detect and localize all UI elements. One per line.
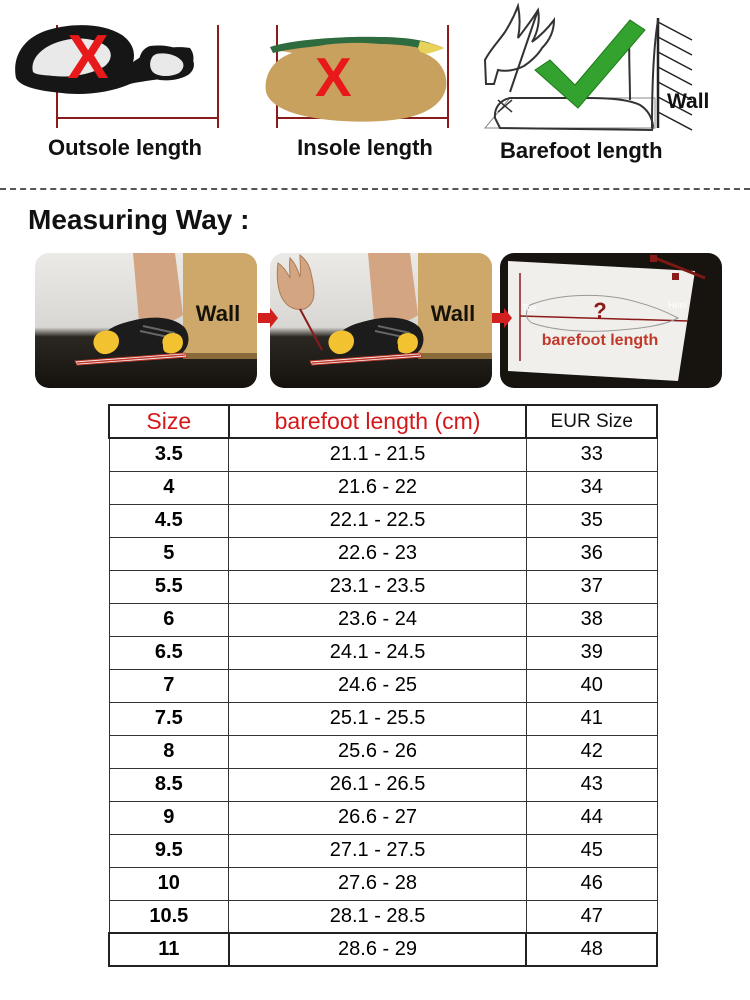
svg-text:Wall: Wall: [667, 90, 709, 113]
svg-text:?: ?: [593, 298, 606, 323]
svg-text:Heel: Heel: [668, 300, 687, 310]
svg-text:Wall: Wall: [196, 301, 240, 326]
svg-text:Wall: Wall: [431, 301, 475, 326]
svg-text:Toe: Toe: [522, 303, 537, 313]
svg-text:Insole length: Insole length: [297, 135, 433, 160]
svg-text:Outsole length: Outsole length: [48, 135, 202, 160]
svg-text:barefoot length: barefoot length: [542, 332, 658, 349]
svg-text:X: X: [67, 23, 108, 92]
svg-text:X: X: [315, 46, 352, 108]
svg-text:Barefoot length: Barefoot length: [500, 138, 663, 163]
